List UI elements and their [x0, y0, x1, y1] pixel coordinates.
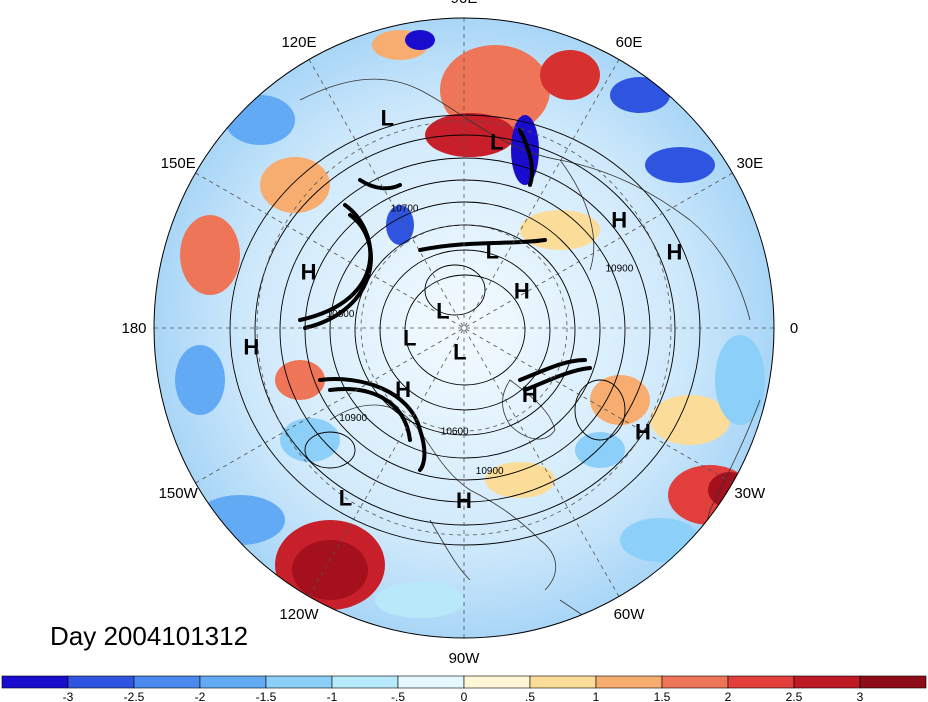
warm-anomaly-patch — [485, 462, 555, 498]
longitude-label: 150W — [159, 485, 199, 502]
colorbar-tick-label: -2.5 — [124, 690, 145, 702]
contour-value-label: 10600 — [441, 426, 469, 437]
longitude-label: 120E — [281, 34, 316, 51]
longitude-label: 120W — [279, 606, 319, 623]
cold-anomaly-patch — [175, 345, 225, 415]
high-pressure-label: H — [522, 382, 538, 407]
colorbar-tick-label: -3 — [63, 690, 74, 702]
warm-anomaly-patch — [590, 375, 650, 425]
high-pressure-label: H — [635, 419, 651, 444]
cold-anomaly-patch — [405, 30, 435, 50]
colorbar-swatch — [727, 675, 795, 689]
contour-value-label: 10800 — [327, 309, 355, 320]
low-pressure-label: L — [486, 238, 499, 263]
cold-anomaly-patch — [620, 518, 700, 562]
longitude-label: 0 — [790, 320, 798, 337]
cold-anomaly-patch — [195, 495, 285, 545]
cold-anomaly-patch — [280, 418, 340, 462]
longitude-label: 30W — [734, 485, 766, 502]
high-pressure-label: H — [611, 207, 627, 232]
day-title: Day 2004101312 — [50, 621, 248, 651]
colorbar-tick-label: 0 — [461, 690, 468, 702]
high-pressure-label: H — [456, 488, 472, 513]
warm-anomaly-patch — [540, 50, 600, 100]
colorbar-swatch — [397, 675, 465, 689]
warm-anomaly-patch — [275, 360, 325, 400]
colorbar-tick-label: .5 — [525, 690, 535, 702]
colorbar-swatch — [595, 675, 663, 689]
colorbar-swatch — [67, 675, 135, 689]
low-pressure-label: L — [436, 298, 449, 323]
contour-value-label: 10900 — [476, 466, 504, 477]
low-pressure-label: L — [403, 326, 416, 351]
contour-value-label: 10900 — [339, 413, 367, 424]
longitude-label: 60W — [614, 606, 646, 623]
colorbar-tick-label: 3 — [857, 690, 864, 702]
longitude-label: 90W — [449, 650, 481, 667]
colorbar-tick-label: -2 — [195, 690, 206, 702]
warm-anomaly-patch — [292, 540, 368, 600]
colorbar-swatch — [1, 675, 69, 689]
colorbar-swatch — [199, 675, 267, 689]
colorbar-swatch — [859, 675, 927, 689]
longitude-label: 60E — [616, 34, 643, 51]
colorbar-swatch — [661, 675, 729, 689]
longitude-labels: 90E 60E 30E 0 30W 60W 90W 120W 150W 180 150E 120E — [121, 0, 798, 667]
eurasia-coast — [299, 78, 751, 321]
cold-anomaly-patch — [645, 147, 715, 183]
colorbar-tick-label: 2 — [725, 690, 732, 702]
warm-anomaly-patch — [260, 157, 330, 213]
north-america-coast — [329, 404, 557, 591]
warm-anomaly-patch — [650, 395, 730, 445]
jet-stream-contours — [298, 128, 592, 472]
contour-value-labels: 10700 10900 10800 10900 10600 10900 — [327, 203, 634, 477]
colorbar-tick-label: 1 — [593, 690, 600, 702]
high-pressure-label: H — [514, 279, 530, 304]
high-pressure-label: H — [243, 335, 259, 360]
high-pressure-label: H — [395, 377, 411, 402]
warm-anomaly-patch — [180, 215, 240, 295]
high-pressure-label: H — [301, 260, 317, 285]
contour-value-label: 10900 — [605, 264, 633, 275]
cold-anomaly-patch — [375, 582, 465, 618]
cold-anomaly-patch — [610, 77, 670, 113]
colorbar-swatch — [463, 675, 531, 689]
longitude-label: 30E — [736, 155, 763, 172]
longitude-label: 180 — [121, 320, 146, 337]
high-pressure-label: H — [666, 239, 682, 264]
low-pressure-label: L — [339, 485, 352, 510]
low-pressure-label: L — [453, 340, 466, 365]
colorbar-swatch — [529, 675, 597, 689]
cold-anomaly-patch — [225, 95, 295, 145]
colorbar-tick-label: -1.5 — [256, 690, 277, 702]
cold-anomaly-patch — [386, 205, 414, 245]
colorbar-swatch — [265, 675, 333, 689]
colorbar-tick-label: 1.5 — [654, 690, 671, 702]
colorbar-tick-label: -1 — [327, 690, 338, 702]
colorbar-swatch — [331, 675, 399, 689]
colorbar-swatch — [133, 675, 201, 689]
warm-anomaly-patch — [520, 210, 600, 250]
longitude-label: 150E — [161, 155, 196, 172]
colorbar-tick-label: 2.5 — [786, 690, 803, 702]
map-boundary — [153, 17, 775, 639]
colorbar: -3 -2.5 -2 -1.5 -1 -.5 0 .5 1 1.5 2 2.5 3 — [1, 675, 927, 702]
low-pressure-label: L — [381, 106, 394, 131]
cold-anomaly-patch — [715, 335, 765, 425]
colorbar-tick-label: -.5 — [391, 690, 405, 702]
colorbar-swatch — [793, 675, 861, 689]
low-pressure-label: L — [490, 129, 503, 154]
longitude-label: 90E — [451, 0, 478, 7]
warm-anomaly-patch — [440, 45, 550, 135]
contour-value-label: 10700 — [391, 203, 419, 214]
graticule — [154, 18, 774, 638]
